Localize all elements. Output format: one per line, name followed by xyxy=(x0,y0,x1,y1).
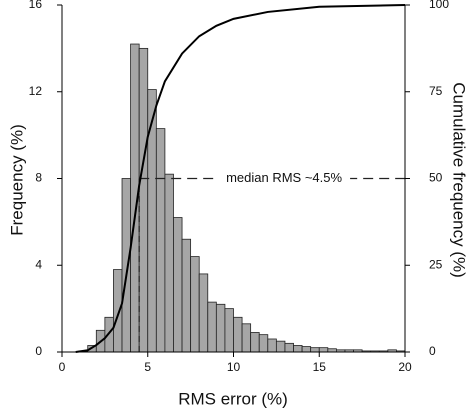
x-tick-label: 0 xyxy=(59,360,66,374)
x-axis-title: RMS error (%) xyxy=(178,389,288,408)
cumulative-line xyxy=(75,4,406,353)
bar xyxy=(241,323,252,353)
x-tick-label: 5 xyxy=(144,360,151,374)
bar xyxy=(267,338,277,353)
y-tick-label: 16 xyxy=(29,0,43,11)
bar xyxy=(173,217,183,353)
bar xyxy=(293,345,303,353)
bar xyxy=(190,256,200,353)
bar xyxy=(284,342,294,353)
bar xyxy=(275,340,286,353)
bar xyxy=(250,332,260,353)
annotation-bg xyxy=(218,169,351,188)
x-tick-label: 20 xyxy=(398,360,412,374)
bar xyxy=(224,308,234,353)
bar xyxy=(233,316,243,353)
bar xyxy=(301,346,312,353)
y-tick-label: 8 xyxy=(35,171,42,185)
y2-tick-label: 25 xyxy=(429,257,443,271)
bar xyxy=(258,334,269,353)
annotation: median RMS ~4.5% xyxy=(226,170,342,185)
bar xyxy=(310,347,320,353)
y2-tick-label: 75 xyxy=(429,84,443,98)
bar xyxy=(215,303,226,353)
y-tick-label: 12 xyxy=(29,84,43,98)
bar xyxy=(155,128,166,353)
y-tick-label: 4 xyxy=(35,257,42,271)
bar xyxy=(181,238,192,353)
y2-tick-label: 0 xyxy=(429,344,436,358)
x-tick-label: 10 xyxy=(227,360,241,374)
bar xyxy=(164,173,174,353)
y2-tick-label: 50 xyxy=(429,171,443,185)
bar xyxy=(121,178,132,353)
y-tick-label: 0 xyxy=(35,344,42,358)
bar xyxy=(138,47,149,353)
y2-axis-title: Cumulative frequency (%) xyxy=(450,82,469,278)
bar xyxy=(207,301,217,353)
y2-tick-label: 100 xyxy=(429,0,449,11)
x-tick-label: 15 xyxy=(313,360,327,374)
bar xyxy=(113,269,123,353)
y-axis-title: Frequency (%) xyxy=(7,124,26,235)
bar xyxy=(198,273,209,353)
bar xyxy=(318,347,329,353)
bar xyxy=(104,316,114,353)
